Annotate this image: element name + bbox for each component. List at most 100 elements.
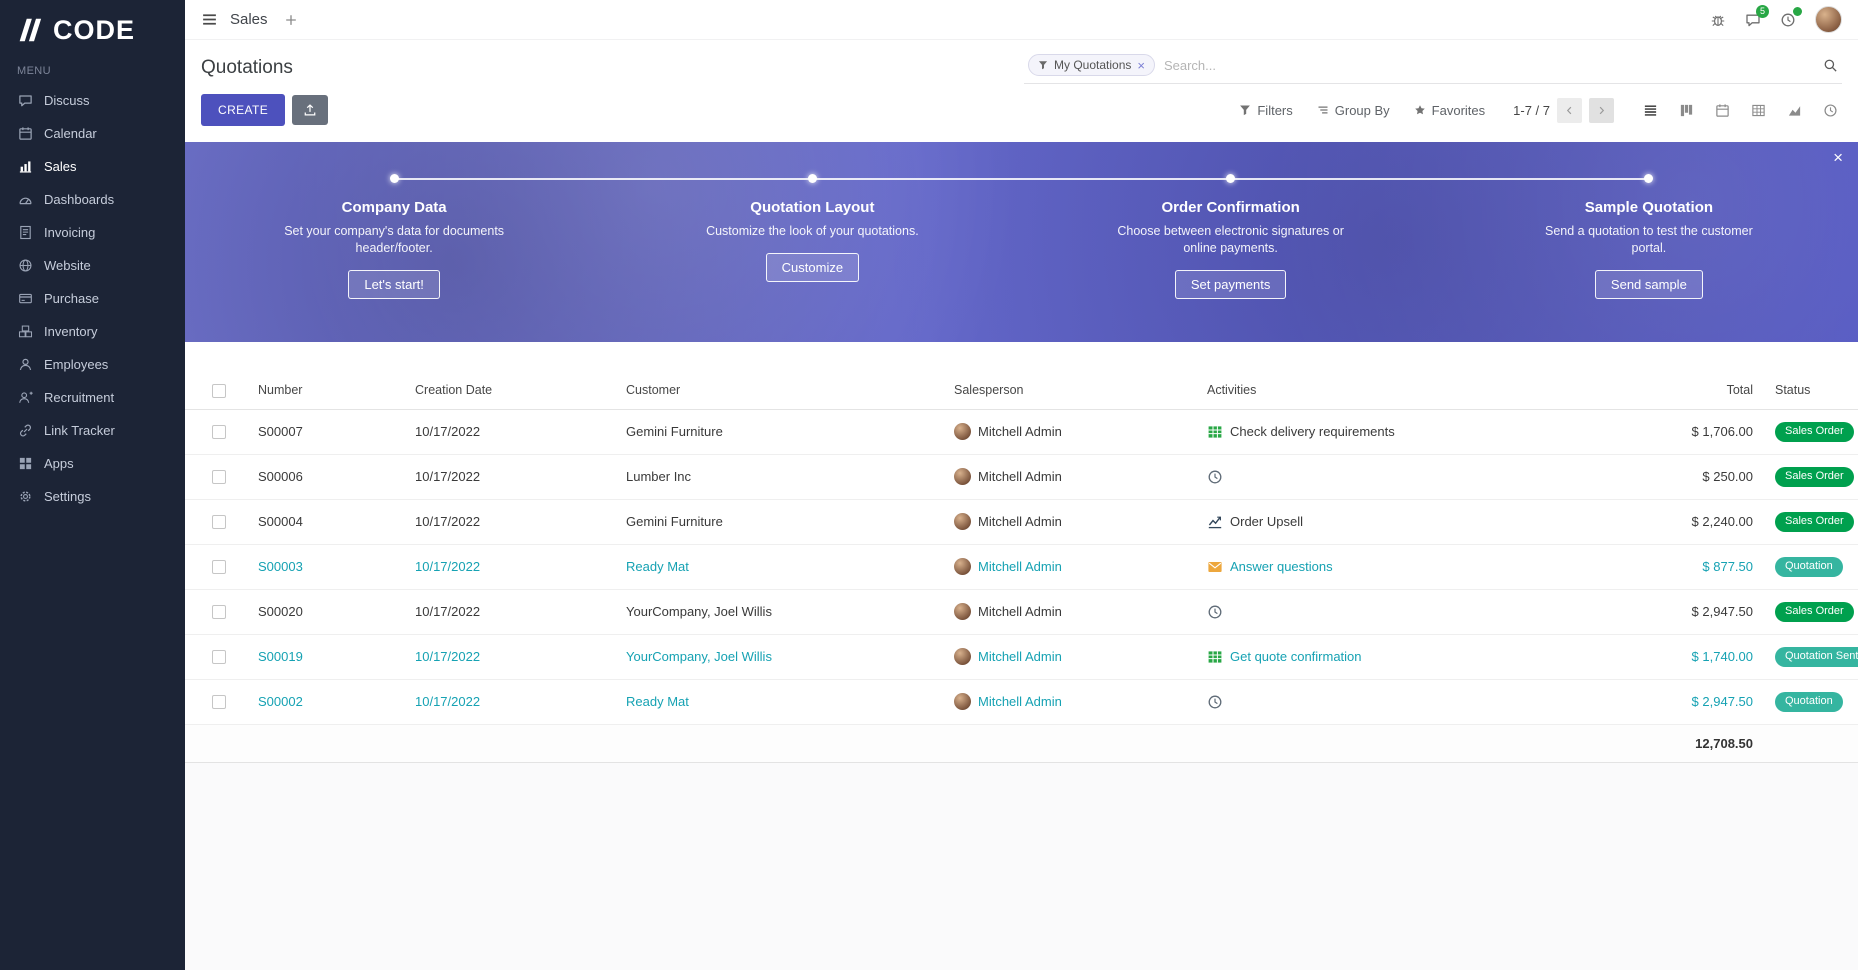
cell-customer: Ready Mat	[620, 679, 948, 725]
table-row-s00003[interactable]: S00003 10/17/2022 Ready Mat Mitchell Adm…	[185, 544, 1858, 590]
sidebar-item-discuss[interactable]: Discuss	[0, 84, 185, 117]
sidebar-item-purchase[interactable]: Purchase	[0, 282, 185, 315]
clock-icon[interactable]	[1207, 469, 1223, 485]
step-title: Quotation Layout	[750, 199, 875, 216]
sidebar-item-recruitment[interactable]: Recruitment	[0, 381, 185, 414]
link-tracker-icon	[17, 423, 33, 438]
pager-next-button[interactable]	[1589, 97, 1614, 123]
column-header-salesperson[interactable]: Salesperson	[948, 372, 1201, 410]
salesperson-avatar	[954, 513, 971, 531]
envelope-icon[interactable]	[1207, 559, 1223, 575]
filters-button[interactable]: Filters	[1239, 103, 1293, 118]
sidebar-item-settings[interactable]: Settings	[0, 480, 185, 513]
column-header-status[interactable]: Status	[1763, 372, 1858, 410]
add-tab-button[interactable]	[284, 13, 298, 27]
favorites-button[interactable]: Favorites	[1414, 103, 1485, 118]
search-input[interactable]	[1163, 57, 1814, 73]
table-row-s00019[interactable]: S00019 10/17/2022 YourCompany, Joel Will…	[185, 634, 1858, 680]
table-row-s00007[interactable]: S00007 10/17/2022 Gemini Furniture Mitch…	[185, 409, 1858, 455]
row-checkbox[interactable]	[211, 425, 226, 440]
activities-button[interactable]	[1780, 6, 1802, 28]
current-app-name[interactable]: Sales	[230, 11, 268, 28]
spreadsheet-icon[interactable]	[1207, 424, 1223, 440]
group-by-button[interactable]: Group By	[1317, 103, 1390, 118]
step-action-button[interactable]: Customize	[765, 252, 860, 282]
calendar-view-icon	[1715, 103, 1730, 118]
row-checkbox[interactable]	[211, 605, 226, 620]
sidebar-item-inventory[interactable]: Inventory	[0, 315, 185, 348]
onboarding-step-company-data: Company Data Set your company's data for…	[185, 174, 603, 299]
sidebar-item-sales[interactable]: Sales	[0, 150, 185, 183]
status-badge: Sales Order	[1775, 466, 1854, 487]
view-calendar-button[interactable]	[1710, 98, 1734, 122]
banner-close-button[interactable]: ×	[1833, 148, 1843, 167]
facet-remove-button[interactable]: ×	[1137, 57, 1145, 73]
row-checkbox[interactable]	[211, 560, 226, 575]
sidebar-item-calendar[interactable]: Calendar	[0, 117, 185, 150]
cell-total: $ 1,706.00	[1601, 409, 1763, 455]
sidebar-item-invoicing[interactable]: Invoicing	[0, 216, 185, 249]
search-bar[interactable]: My Quotations ×	[1024, 52, 1842, 84]
spreadsheet-icon[interactable]	[1207, 649, 1223, 665]
list-view-icon	[1643, 103, 1658, 118]
view-kanban-button[interactable]	[1674, 98, 1698, 122]
group-by-label: Group By	[1334, 102, 1390, 118]
table-row-s00004[interactable]: S00004 10/17/2022 Gemini Furniture Mitch…	[185, 499, 1858, 545]
pager-previous-button[interactable]	[1557, 97, 1582, 123]
sidebar-item-website[interactable]: Website	[0, 249, 185, 282]
view-activity-button[interactable]	[1818, 98, 1842, 122]
dashboards-icon	[17, 192, 33, 207]
column-header-activities[interactable]: Activities	[1201, 372, 1601, 410]
select-all-checkbox[interactable]	[211, 383, 226, 398]
column-header-total[interactable]: Total	[1601, 372, 1763, 410]
cell-number: S00019	[252, 634, 409, 680]
column-header-number[interactable]: Number	[252, 372, 409, 410]
table-row-s00006[interactable]: S00006 10/17/2022 Lumber Inc Mitchell Ad…	[185, 454, 1858, 500]
filter-icon	[1239, 104, 1251, 116]
menu-toggle-button[interactable]	[201, 11, 218, 28]
column-header-customer[interactable]: Customer	[620, 372, 948, 410]
kanban-view-icon	[1679, 103, 1694, 118]
filter-icon	[1038, 60, 1048, 70]
clock-icon[interactable]	[1207, 604, 1223, 620]
create-button[interactable]: CREATE	[201, 94, 286, 126]
column-header-creation-date[interactable]: Creation Date	[409, 372, 620, 410]
cell-salesperson: Mitchell Admin	[978, 559, 1062, 575]
graph-view-icon	[1787, 103, 1802, 118]
quotations-list: Number Creation Date Customer Salesperson Ac…	[185, 372, 1858, 763]
user-avatar[interactable]	[1815, 6, 1842, 33]
line-chart-icon[interactable]	[1207, 514, 1223, 530]
export-button[interactable]	[292, 95, 329, 125]
view-pivot-button[interactable]	[1746, 98, 1770, 122]
salesperson-avatar	[954, 603, 971, 621]
onboarding-steps: Company Data Set your company's data for…	[185, 142, 1858, 299]
sidebar-item-dashboards[interactable]: Dashboards	[0, 183, 185, 216]
sidebar-item-apps[interactable]: Apps	[0, 447, 185, 480]
sidebar-item-employees[interactable]: Employees	[0, 348, 185, 381]
brand-name: CODE	[53, 14, 136, 45]
messages-button[interactable]: 5	[1745, 4, 1769, 28]
clock-icon[interactable]	[1207, 694, 1223, 710]
step-action-button[interactable]: Set payments	[1174, 269, 1287, 299]
invoicing-icon	[17, 225, 33, 240]
search-button[interactable]	[1823, 58, 1838, 73]
brand-logo[interactable]: CODE	[0, 0, 185, 55]
row-checkbox[interactable]	[211, 470, 226, 485]
row-checkbox[interactable]	[211, 650, 226, 665]
sidebar-item-link-tracker[interactable]: Link Tracker	[0, 414, 185, 447]
status-badge: Sales Order	[1775, 601, 1854, 622]
hamburger-icon	[201, 11, 218, 28]
debug-button[interactable]	[1710, 12, 1726, 28]
row-checkbox[interactable]	[211, 515, 226, 530]
row-checkbox[interactable]	[211, 695, 226, 710]
plus-icon	[284, 13, 298, 27]
step-action-button[interactable]: Let's start!	[348, 269, 440, 299]
cell-number: S00006	[252, 454, 409, 500]
step-action-button[interactable]: Send sample	[1594, 269, 1703, 299]
table-row-s00002[interactable]: S00002 10/17/2022 Ready Mat Mitchell Adm…	[185, 679, 1858, 725]
table-row-s00020[interactable]: S00020 10/17/2022 YourCompany, Joel Will…	[185, 589, 1858, 635]
view-graph-button[interactable]	[1782, 98, 1806, 122]
view-list-button[interactable]	[1638, 98, 1662, 122]
search-facet[interactable]: My Quotations ×	[1028, 54, 1155, 76]
